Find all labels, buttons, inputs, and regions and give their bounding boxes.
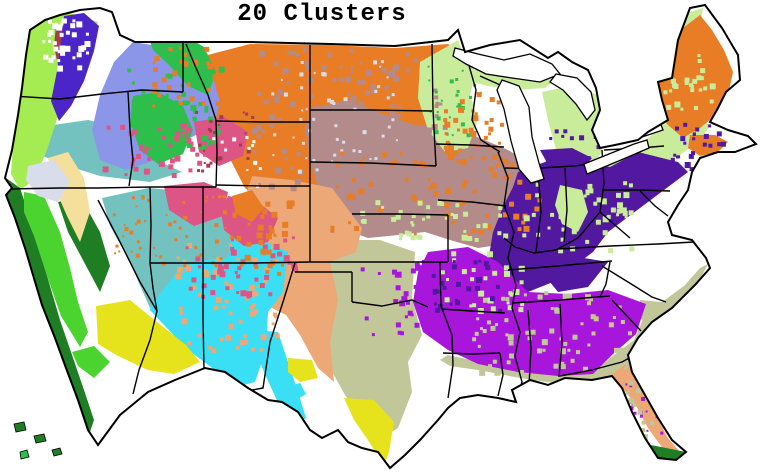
state-border-or-id: [127, 91, 134, 187]
region-orange-maine: [652, 15, 733, 138]
state-border-ca-az-river: [132, 310, 158, 395]
speckle-snow-in-rockies: [212, 136, 262, 190]
region-sage-atlcoast: [638, 264, 708, 330]
state-border-va-nc: [557, 241, 695, 250]
state-border-ok-ar: [439, 261, 442, 307]
region-yellow-mojave: [96, 300, 200, 374]
state-border-oh-ky-river: [503, 211, 601, 254]
state-border-mn-west: [431, 43, 437, 167]
state-border-ms-al: [527, 309, 532, 387]
region-blueviolet-washington: [51, 13, 99, 121]
state-border-nc-sc: [601, 265, 667, 303]
region-palegreen-ohio-wv: [555, 185, 588, 232]
state-border-pa-md: [602, 189, 671, 192]
speckle-orange-in-greatbasin: [112, 195, 227, 268]
state-border-ca-nv: [97, 199, 158, 312]
region-brightgreen-socal: [72, 346, 110, 378]
state-border-ky-tn: [507, 260, 613, 271]
state-border-red-river: [351, 299, 429, 308]
state-border-id-wy: [215, 119, 218, 188]
state-border-nm-tx: [246, 262, 296, 392]
speckle-palegreen-in-maine: [660, 53, 716, 111]
state-border-ga-fl: [559, 356, 632, 377]
state-border-al-ga: [558, 303, 563, 378]
state-border-ga-sc: [611, 299, 642, 332]
state-border-wy-co: [215, 184, 310, 187]
speckle-indigo-in-violet: [431, 259, 503, 313]
region-cyan-bigbend-spot: [290, 383, 306, 400]
region-indigo-east: [488, 152, 688, 292]
state-border-tn-south: [511, 295, 611, 304]
lake-erie: [583, 139, 650, 175]
state-border-nd-sd: [310, 109, 433, 112]
region-yellow-stexas: [344, 398, 394, 466]
speckle-sage-in-violet: [471, 291, 632, 376]
region-darkgreen-ca-coast: [6, 178, 94, 438]
speckle-violet-in-sage: [360, 258, 455, 337]
region-brightgreen-ca: [24, 192, 88, 347]
state-border-co-nm: [203, 261, 311, 264]
state-border-nv-ut: [149, 186, 152, 264]
speckle-orange-in-frontrange: [230, 199, 295, 276]
region-lavender-norcal: [26, 160, 70, 202]
region-mauve-cornbelt: [305, 100, 552, 248]
region-orange-newengland-south: [688, 135, 728, 156]
lake-michigan: [496, 79, 545, 184]
lake-superior: [452, 47, 562, 83]
speckle-orange-in-mauve: [330, 151, 542, 238]
state-border-md-va-potomac: [639, 190, 669, 217]
state-border-il-in: [535, 169, 542, 253]
region-sage-gulfcoast: [440, 308, 658, 384]
region-yellow-wtexas-spot: [288, 358, 318, 382]
speckle-snow-in-washington: [42, 18, 91, 72]
state-border-ar-la: [442, 352, 501, 355]
state-border-ia-mo: [437, 199, 507, 207]
region-orange-frontrange: [232, 190, 264, 222]
state-border-sd-ne: [309, 161, 437, 167]
lake-huron: [549, 73, 596, 122]
region-indigo-mi-south: [540, 148, 592, 176]
state-border-mo-ar: [440, 308, 506, 314]
map-title: 20 Clusters: [237, 1, 407, 28]
state-border-mt-wy: [215, 120, 310, 123]
state-border-mt-west: [185, 43, 217, 121]
state-border-wa-or: [11, 89, 184, 100]
channel-island-2: [33, 433, 47, 444]
state-border-nc-tn: [599, 261, 611, 298]
speckle-palegreen-in-indigo: [522, 181, 635, 254]
state-border-mn-wi-river: [467, 61, 501, 153]
region-rose-utah: [164, 182, 228, 226]
state-border-in-oh: [563, 167, 568, 243]
state-border-forty-second-parallel: [7, 186, 216, 190]
state-border-nv-az: [149, 262, 158, 312]
state-border-ne-ks: [352, 213, 449, 216]
channel-island-3: [51, 447, 63, 457]
state-border-mississippi-river: [497, 151, 523, 401]
speckle-palegreen-in-mauve: [360, 200, 509, 242]
state-border-mn-ia: [435, 143, 505, 148]
channel-island-4: [19, 449, 30, 460]
channel-island-1: [13, 421, 27, 433]
state-border-az-nm: [202, 263, 205, 371]
national-outline: [3, 3, 758, 470]
state-border-la-ms: [497, 352, 504, 397]
state-border-wv-va: [599, 211, 631, 239]
state-border-tx-ar-la: [440, 305, 454, 399]
